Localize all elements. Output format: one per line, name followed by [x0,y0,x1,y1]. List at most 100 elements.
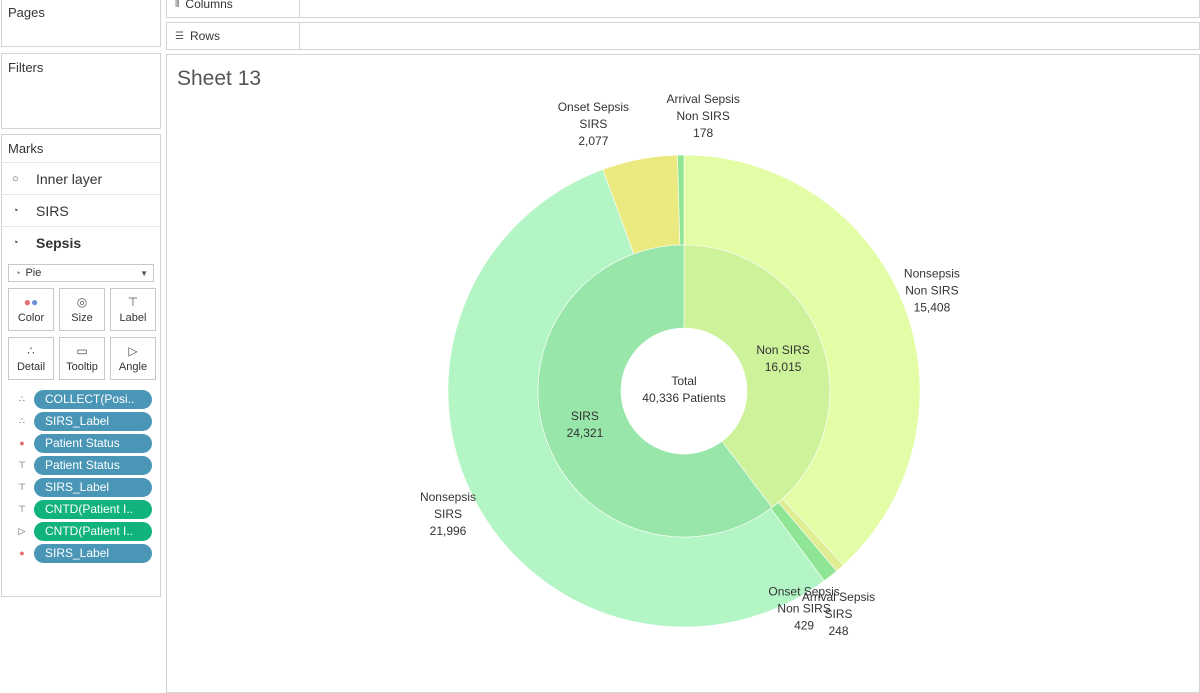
marks-pill[interactable]: CNTD(Patient I.. [34,521,152,541]
outer-ring-label-line: Onset Sepsis [558,100,629,114]
pie-icon: ◔ [15,268,21,278]
outer-ring-label-line: Onset Sepsis [768,584,839,598]
detail-icon: ∴ [19,415,25,426]
color-button-label: Color [17,311,45,324]
outer-ring-label-line: SIRS [434,507,462,521]
outer-ring-label: Onset Sepsis SIRS 2,077 [558,100,629,148]
detail-icon: ∴ [27,343,35,358]
rows-icon: ☰ [175,30,184,42]
label-icon: ⊤ [18,503,26,514]
label-icon: ⊤ [127,294,139,309]
outer-ring-label-line: Non SIRS [905,284,958,298]
label-button[interactable]: ⊤ Label [110,288,156,331]
size-button[interactable]: ◎ Size [59,288,105,331]
outer-ring-label: Nonsepsis Non SIRS 15,408 [904,267,960,315]
marks-pill[interactable]: COLLECT(Posi.. [34,389,152,409]
center-total-label-line: 40,336 Patients [642,391,725,405]
outer-ring-label-line: Nonsepsis [420,490,476,504]
outer-ring-label: Arrival Sepsis SIRS 248 [802,590,875,638]
label-icon: ⊤ [18,459,26,470]
mark-type-value: Pie [25,267,42,279]
columns-label-text: Columns [185,0,233,11]
marks-layer-label: SIRS [36,202,69,219]
outer-ring-label-line: SIRS [579,117,607,131]
marks-pill[interactable]: SIRS_Label [34,411,152,431]
marks-pill-row: ∴ COLLECT(Posi.. [2,388,160,410]
marks-title: Marks [8,141,44,156]
inner-ring-slice[interactable] [537,244,773,538]
marks-layer-sirs[interactable]: ◔ SIRS [2,194,160,226]
detail-button[interactable]: ∴ Detail [8,337,54,380]
outer-ring-label: Arrival Sepsis Non SIRS 178 [666,92,739,140]
columns-icon: ⦀ [175,0,180,10]
inner-ring-label-line: SIRS [571,409,599,423]
outer-ring-label-line: Non SIRS [676,109,729,123]
angle-button-label: Angle [118,360,148,373]
donut-chart[interactable]: Non SIRS 16,015 SIRS 24,321 Total 40,336 Pati… [167,55,1199,692]
tooltip-icon: ▭ [76,343,88,358]
detail-icon: ∴ [19,393,25,404]
inner-ring-label: Non SIRS 16,015 [756,343,809,374]
color-icon: ●● [23,294,39,309]
marks-card: Marks ○ Inner layer ◔ SIRS ◔ Sepsis ◔ Pi… [1,134,161,597]
marks-pill-list: ∴ COLLECT(Posi.. ∴ SIRS_Label ● Patient … [2,388,160,564]
center-total-label: Total 40,336 Patients [642,374,725,405]
pie-icon: ◔ [12,236,19,249]
outer-ring-label: Onset Sepsis Non SIRS 429 [768,584,839,632]
sheet-title: Sheet 13 [177,67,262,90]
marks-pill-row: ● Patient Status [2,432,160,454]
marks-layer-label: Sepsis [36,234,82,251]
rows-shelf[interactable]: ☰ Rows [166,22,1200,50]
tooltip-button[interactable]: ▭ Tooltip [59,337,105,380]
chevron-down-icon: ▼ [140,268,148,278]
outer-ring-label-line: Arrival Sepsis [802,590,875,604]
detail-button-label: Detail [16,360,46,373]
pages-panel[interactable]: Pages [1,0,161,47]
outer-ring-label-line: 178 [693,126,713,140]
filters-title: Filters [8,60,44,75]
marks-layer-label: Inner layer [36,170,103,187]
label-icon: ⊤ [18,481,26,492]
center-total-label-line: Total [671,374,696,388]
color-icon: ● [19,438,25,448]
inner-ring-label-line: 16,015 [765,360,802,374]
inner-ring-label: SIRS 24,321 [567,409,604,440]
outer-ring-label-line: 15,408 [914,301,951,315]
marks-pill[interactable]: Patient Status [34,455,152,475]
outer-ring-label: Nonsepsis SIRS 21,996 [420,490,476,538]
marks-pill[interactable]: Patient Status [34,433,152,453]
outer-ring-label-line: 248 [828,624,848,638]
outer-ring-label-line: 2,077 [578,134,608,148]
marks-pill-row: ∴ SIRS_Label [2,410,160,432]
circle-icon: ○ [12,172,19,185]
angle-icon: ▷ [128,343,138,358]
outer-ring-label-line: Nonsepsis [904,267,960,281]
marks-pill[interactable]: SIRS_Label [34,477,152,497]
worksheet-view[interactable]: Sheet 13 Non SIRS 16,015 SIRS 24,321 Total 40… [166,54,1200,693]
mark-type-dropdown[interactable]: ◔ Pie ▼ [8,264,154,282]
inner-ring-slice[interactable] [683,244,831,508]
marks-layer-inner[interactable]: ○ Inner layer [2,162,160,194]
columns-shelf[interactable]: ⦀ Columns [166,0,1200,18]
inner-ring-label-line: 24,321 [567,426,604,440]
filters-panel[interactable]: Filters [1,53,161,129]
marks-pill-row: ⊤ Patient Status [2,454,160,476]
outer-ring-label-line: Arrival Sepsis [666,92,739,106]
color-button[interactable]: ●● Color [8,288,54,331]
rows-label-text: Rows [189,29,220,43]
pie-icon: ◔ [12,204,19,217]
inner-ring-label-line: Non SIRS [756,343,809,357]
marks-layer-sepsis[interactable]: ◔ Sepsis [2,226,160,258]
marks-pill-row: ▷ CNTD(Patient I.. [2,520,160,542]
angle-button[interactable]: ▷ Angle [110,337,156,380]
marks-pill-row: ● SIRS_Label [2,542,160,564]
color-icon: ● [19,548,25,558]
outer-ring-label-line: Non SIRS [777,601,830,615]
size-button-label: Size [71,311,93,324]
tooltip-button-label: Tooltip [66,360,98,373]
outer-ring-label-line: SIRS [824,607,852,621]
outer-ring-label-line: 21,996 [430,524,467,538]
marks-pill[interactable]: CNTD(Patient I.. [34,499,152,519]
marks-pill[interactable]: SIRS_Label [34,543,152,563]
angle-icon: ▷ [18,525,26,536]
